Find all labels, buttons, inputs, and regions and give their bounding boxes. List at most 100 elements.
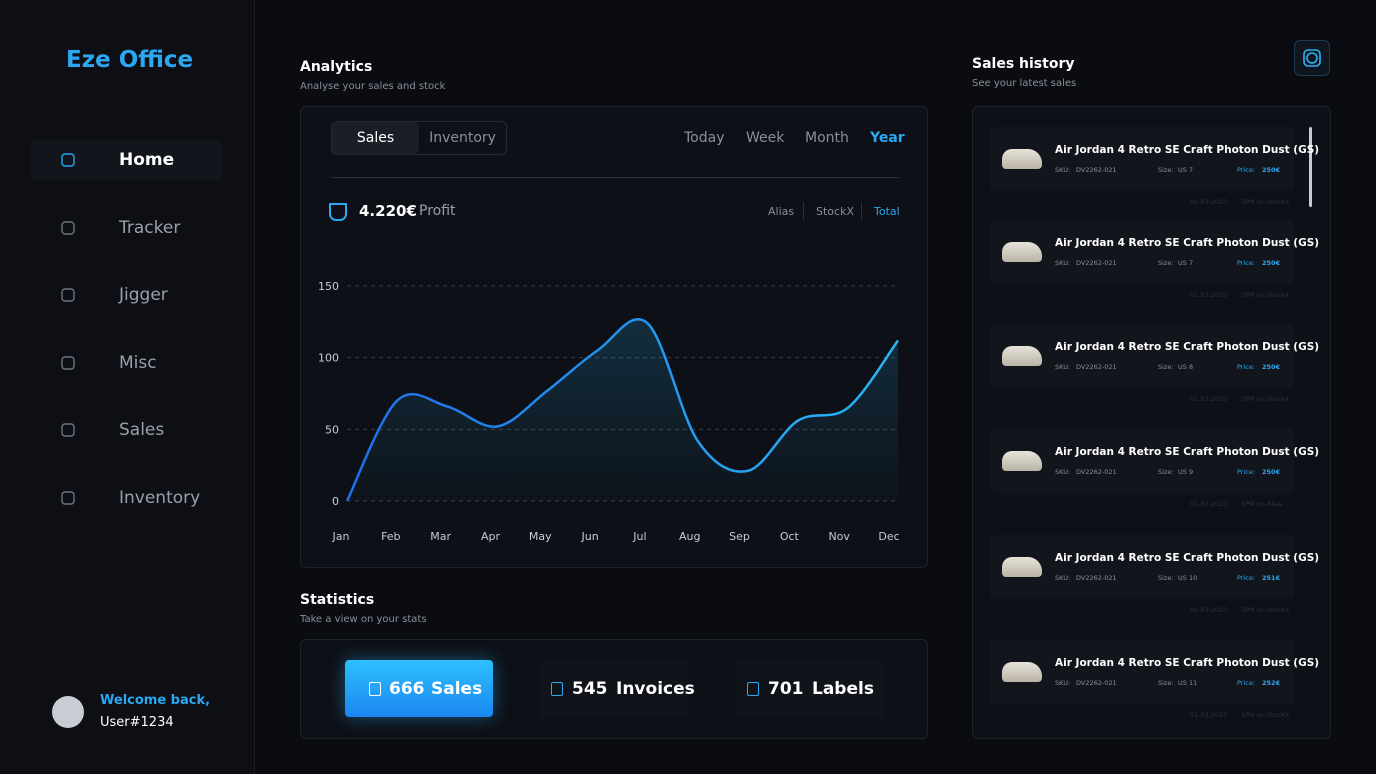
y-tick-label: 50 <box>325 423 339 436</box>
price-value: 250€ <box>1262 363 1281 371</box>
price-value: 250€ <box>1262 166 1281 174</box>
nav-label: Home <box>119 150 175 170</box>
sale-name: Air Jordan 4 Retro SE Craft Photon Dust … <box>1055 341 1320 353</box>
price-label: Price: <box>1237 679 1256 687</box>
sale-name: Air Jordan 4 Retro SE Craft Photon Dust … <box>1055 237 1320 249</box>
brand: Eze Office <box>66 47 194 73</box>
stat-value: 666 <box>389 679 425 699</box>
section-subtitle: Analyse your sales and stock <box>300 81 446 92</box>
nav-item[interactable]: Misc <box>31 343 223 383</box>
price-label: Price: <box>1237 574 1256 582</box>
nav-icon <box>61 423 75 437</box>
x-tick-label: Feb <box>381 530 400 543</box>
settings-button[interactable] <box>1294 40 1330 76</box>
size-value: US 7 <box>1178 259 1194 267</box>
shoe-thumbnail <box>1002 451 1042 471</box>
period-option[interactable]: Week <box>746 130 785 146</box>
stat-label: Sales <box>431 679 483 699</box>
nav-label: Misc <box>119 352 157 373</box>
sku-value: DV2262-021 <box>1076 574 1117 582</box>
size-label: Size: <box>1158 363 1174 371</box>
nav-item[interactable]: Inventory <box>31 478 223 518</box>
sales-history-card: Air Jordan 4 Retro SE Craft Photon Dust … <box>972 106 1331 739</box>
tab[interactable]: Inventory <box>429 130 496 146</box>
tab[interactable]: Sales <box>332 122 419 154</box>
line-chart: 0 50 100 150 Jan Feb Mar Apr May Jun Jul Aug Sep Oct N… <box>318 280 900 543</box>
sku-label: SKU: <box>1055 363 1071 371</box>
nav-icon <box>61 288 75 302</box>
source-option[interactable]: StockX <box>816 205 854 218</box>
avatar <box>52 696 84 728</box>
line-series <box>345 318 900 502</box>
sku-value: DV2262-021 <box>1076 363 1117 371</box>
source-divider <box>861 202 862 220</box>
nav-item[interactable]: Tracker <box>31 208 223 248</box>
sku-label: SKU: <box>1055 259 1071 267</box>
stat-button[interactable]: 701 Labels <box>735 660 885 717</box>
x-tick-label: Dec <box>878 530 899 543</box>
period-option[interactable]: Year <box>870 130 905 146</box>
settings-icon <box>1303 49 1321 67</box>
stat-button[interactable]: 666 Sales <box>345 660 493 717</box>
sale-source: 5PM on StockX <box>1241 711 1290 719</box>
size-label: Size: <box>1158 259 1174 267</box>
price-label: Price: <box>1237 468 1256 476</box>
stat-label: Invoices <box>616 679 695 699</box>
stat-button[interactable]: 545 Invoices <box>539 660 695 717</box>
nav-icon-shape <box>61 288 75 302</box>
nav-icon-shape <box>61 423 75 437</box>
sku-value: DV2262-021 <box>1076 468 1117 476</box>
section-title: Sales history <box>972 56 1075 72</box>
price-label: Price: <box>1237 259 1256 267</box>
sale-item[interactable]: Air Jordan 4 Retro SE Craft Photon Dust … <box>990 220 1319 284</box>
nav-icon-shape <box>61 153 75 167</box>
x-tick-label: Nov <box>828 530 850 543</box>
size-label: Size: <box>1158 166 1174 174</box>
section-title: Analytics <box>300 59 373 75</box>
stat-icon <box>551 682 563 696</box>
x-tick-label: May <box>529 530 552 543</box>
sale-item[interactable]: Air Jordan 4 Retro SE Craft Photon Dust … <box>990 640 1319 704</box>
analytics-card: Sales Inventory Today Week Month Year 4.220€ Pr… <box>300 106 928 568</box>
nav-label: Sales <box>119 420 165 440</box>
sale-item[interactable]: Air Jordan 4 Retro SE Craft Photon Dust … <box>990 127 1319 191</box>
y-tick-label: 100 <box>318 352 339 365</box>
sku-label: SKU: <box>1055 574 1071 582</box>
price-value: 250€ <box>1262 468 1281 476</box>
x-tick-label: Oct <box>780 530 800 543</box>
sale-name: Air Jordan 4 Retro SE Craft Photon Dust … <box>1055 657 1320 669</box>
sale-item[interactable]: Air Jordan 4 Retro SE Craft Photon Dust … <box>990 324 1319 388</box>
nav-label: Jigger <box>119 285 168 305</box>
sale-source: 5PM on StockX <box>1241 291 1290 299</box>
stat-value: 545 <box>572 679 608 699</box>
sale-item[interactable]: Air Jordan 4 Retro SE Craft Photon Dust … <box>990 535 1319 599</box>
x-tick-label: Aug <box>679 530 700 543</box>
nav-item[interactable]: Sales <box>31 410 223 450</box>
period-option[interactable]: Month <box>805 130 849 146</box>
nav-icon-shape <box>61 355 75 370</box>
sale-item[interactable]: Air Jordan 4 Retro SE Craft Photon Dust … <box>990 429 1319 493</box>
sku-value: DV2262-021 <box>1076 259 1117 267</box>
sale-name: Air Jordan 4 Retro SE Craft Photon Dust … <box>1055 552 1320 564</box>
sku-value: DV2262-021 <box>1076 166 1117 174</box>
source-option[interactable]: Alias <box>768 205 795 218</box>
source-divider <box>803 202 804 220</box>
price-value: 251€ <box>1262 574 1281 582</box>
price-value: 252€ <box>1262 679 1281 687</box>
divider <box>331 177 899 178</box>
sidebar: Eze Office Home Tracker Jigger Misc Sales Inve… <box>0 0 255 774</box>
nav-item[interactable]: Home <box>31 140 223 180</box>
x-tick-label: Jan <box>332 530 350 543</box>
nav-icon <box>61 490 75 505</box>
source-option[interactable]: Total <box>874 205 900 218</box>
size-value: US 8 <box>1178 363 1194 371</box>
scrollbar[interactable] <box>1309 127 1312 207</box>
period-option[interactable]: Today <box>684 130 725 146</box>
size-value: US 7 <box>1178 166 1194 174</box>
stat-icon <box>369 682 381 696</box>
sale-date: 01.03.2023 <box>1190 711 1228 719</box>
nav-item[interactable]: Jigger <box>31 275 223 315</box>
nav-icon-shape <box>61 490 75 505</box>
sale-name: Air Jordan 4 Retro SE Craft Photon Dust … <box>1055 446 1320 458</box>
